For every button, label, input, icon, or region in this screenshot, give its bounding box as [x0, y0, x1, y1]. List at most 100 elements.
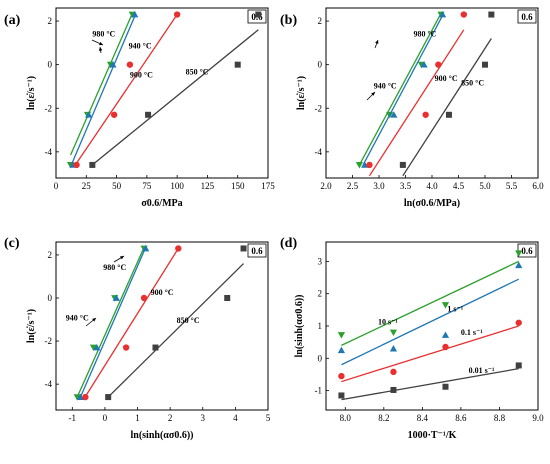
x-tick-label: 4.0 — [426, 181, 438, 191]
x-tick-label: 3 — [201, 413, 206, 423]
data-point — [442, 343, 449, 351]
x-tick-label: 5.5 — [506, 181, 518, 191]
series-900-c — [82, 245, 182, 401]
x-tick-label: 75 — [142, 181, 152, 191]
panel-a: (a)0.60255075100125150175-4-202σ0.6/MPal… — [4, 7, 275, 209]
data-point — [442, 383, 449, 390]
y-tick-label: 2 — [318, 289, 323, 299]
data-point — [73, 161, 80, 169]
data-point — [338, 392, 345, 399]
data-point — [445, 111, 452, 118]
fit-line — [91, 29, 259, 166]
data-point — [82, 393, 89, 401]
fit-line — [358, 13, 442, 166]
fit-line — [341, 278, 520, 366]
data-point — [85, 111, 93, 118]
strain-tag-label: 0.6 — [251, 246, 263, 256]
x-tick-label: 6.0 — [532, 181, 544, 191]
series-10-s — [337, 250, 523, 346]
data-point — [366, 161, 373, 169]
data-point — [224, 295, 231, 301]
data-point — [173, 11, 181, 18]
data-point — [89, 344, 98, 352]
series-0-01-s — [338, 362, 522, 401]
x-axis-label: σ0.6/MPa — [141, 198, 182, 209]
fit-line — [341, 368, 519, 401]
data-point — [140, 294, 148, 302]
y-tick-label: 0 — [48, 60, 53, 70]
arrow-980-b — [374, 39, 379, 49]
y-tick-label: -2 — [315, 103, 323, 113]
x-tick-label: 125 — [201, 181, 215, 191]
series-annotation: 980 °C — [92, 29, 115, 38]
series-annotation: 940 °C — [374, 82, 397, 91]
series-annotation: 850 °C — [461, 78, 484, 87]
x-tick-label: 3.0 — [373, 181, 385, 191]
x-tick-label: 25 — [82, 181, 92, 191]
series-0-1-s — [338, 319, 522, 383]
y-tick-label: -4 — [45, 379, 53, 389]
strain-tag-label: 0.6 — [521, 12, 533, 22]
data-point — [441, 331, 450, 338]
x-tick-label: 175 — [261, 181, 275, 191]
series-annotation: 0.01 s⁻¹ — [469, 366, 495, 375]
plot-frame — [55, 7, 269, 179]
series-annotation: 850 °C — [177, 316, 200, 325]
fit-line — [83, 248, 179, 400]
data-point — [355, 162, 363, 169]
x-axis-label: 1000·T⁻¹/K — [408, 430, 457, 441]
data-point — [175, 245, 182, 252]
data-point — [145, 111, 152, 118]
arrow-980-a — [91, 39, 104, 46]
panel-label: (c) — [4, 236, 20, 251]
data-point — [255, 11, 262, 18]
y-tick-label: -2 — [45, 336, 53, 346]
data-point — [389, 329, 398, 337]
x-axis-label: ln(sinh(ασ0.6)) — [131, 430, 194, 441]
y-axis-label: ln(ε̇/s⁻¹) — [296, 76, 307, 110]
series-850-c — [399, 11, 495, 177]
data-point — [131, 10, 139, 18]
data-point — [240, 245, 247, 252]
data-point — [390, 111, 398, 118]
x-tick-label: 8.4 — [417, 413, 429, 423]
panel-label: (b) — [280, 13, 297, 28]
fit-line — [69, 13, 133, 156]
strain-tag: 0.6 — [517, 9, 537, 24]
data-point — [515, 250, 523, 257]
y-tick-label: -2 — [45, 103, 53, 113]
data-point — [234, 61, 241, 68]
series-annotation: 850 °C — [186, 67, 209, 76]
x-tick-label: 100 — [170, 181, 184, 191]
data-point — [112, 294, 120, 301]
y-tick-label: 3 — [318, 256, 323, 266]
series-850-c — [89, 11, 262, 168]
x-tick-label: 1 — [135, 413, 140, 423]
y-tick-label: 2 — [318, 16, 323, 26]
x-tick-label: 5.0 — [479, 181, 491, 191]
data-point — [142, 244, 150, 252]
series-940-c — [361, 10, 447, 168]
data-point — [337, 346, 346, 354]
data-point — [389, 345, 398, 352]
y-tick-label: 0 — [318, 353, 323, 363]
panel-label: (d) — [280, 236, 297, 251]
data-point — [488, 11, 495, 18]
x-axis-label: ln(σ0.6/MPa) — [404, 198, 460, 209]
data-point — [399, 161, 406, 168]
arrow-940-c — [85, 317, 97, 327]
series-annotation: 1 s⁻¹ — [447, 304, 463, 313]
series-annotation: 940 °C — [66, 314, 89, 323]
x-tick-label: 150 — [231, 181, 245, 191]
x-tick-label: 8.8 — [494, 413, 506, 423]
series-annotation: 980 °C — [413, 29, 436, 38]
arrow-940-a — [98, 46, 103, 54]
arrow-940-b — [366, 91, 376, 101]
fit-line — [368, 29, 465, 177]
y-tick-label: -1 — [315, 386, 323, 396]
x-tick-label: -1 — [69, 413, 77, 423]
x-tick-label: 0 — [103, 413, 108, 423]
y-axis-label: ln(sinh(ασ0.6)) — [294, 295, 305, 358]
data-point — [93, 343, 101, 351]
y-tick-label: 2 — [48, 250, 53, 260]
